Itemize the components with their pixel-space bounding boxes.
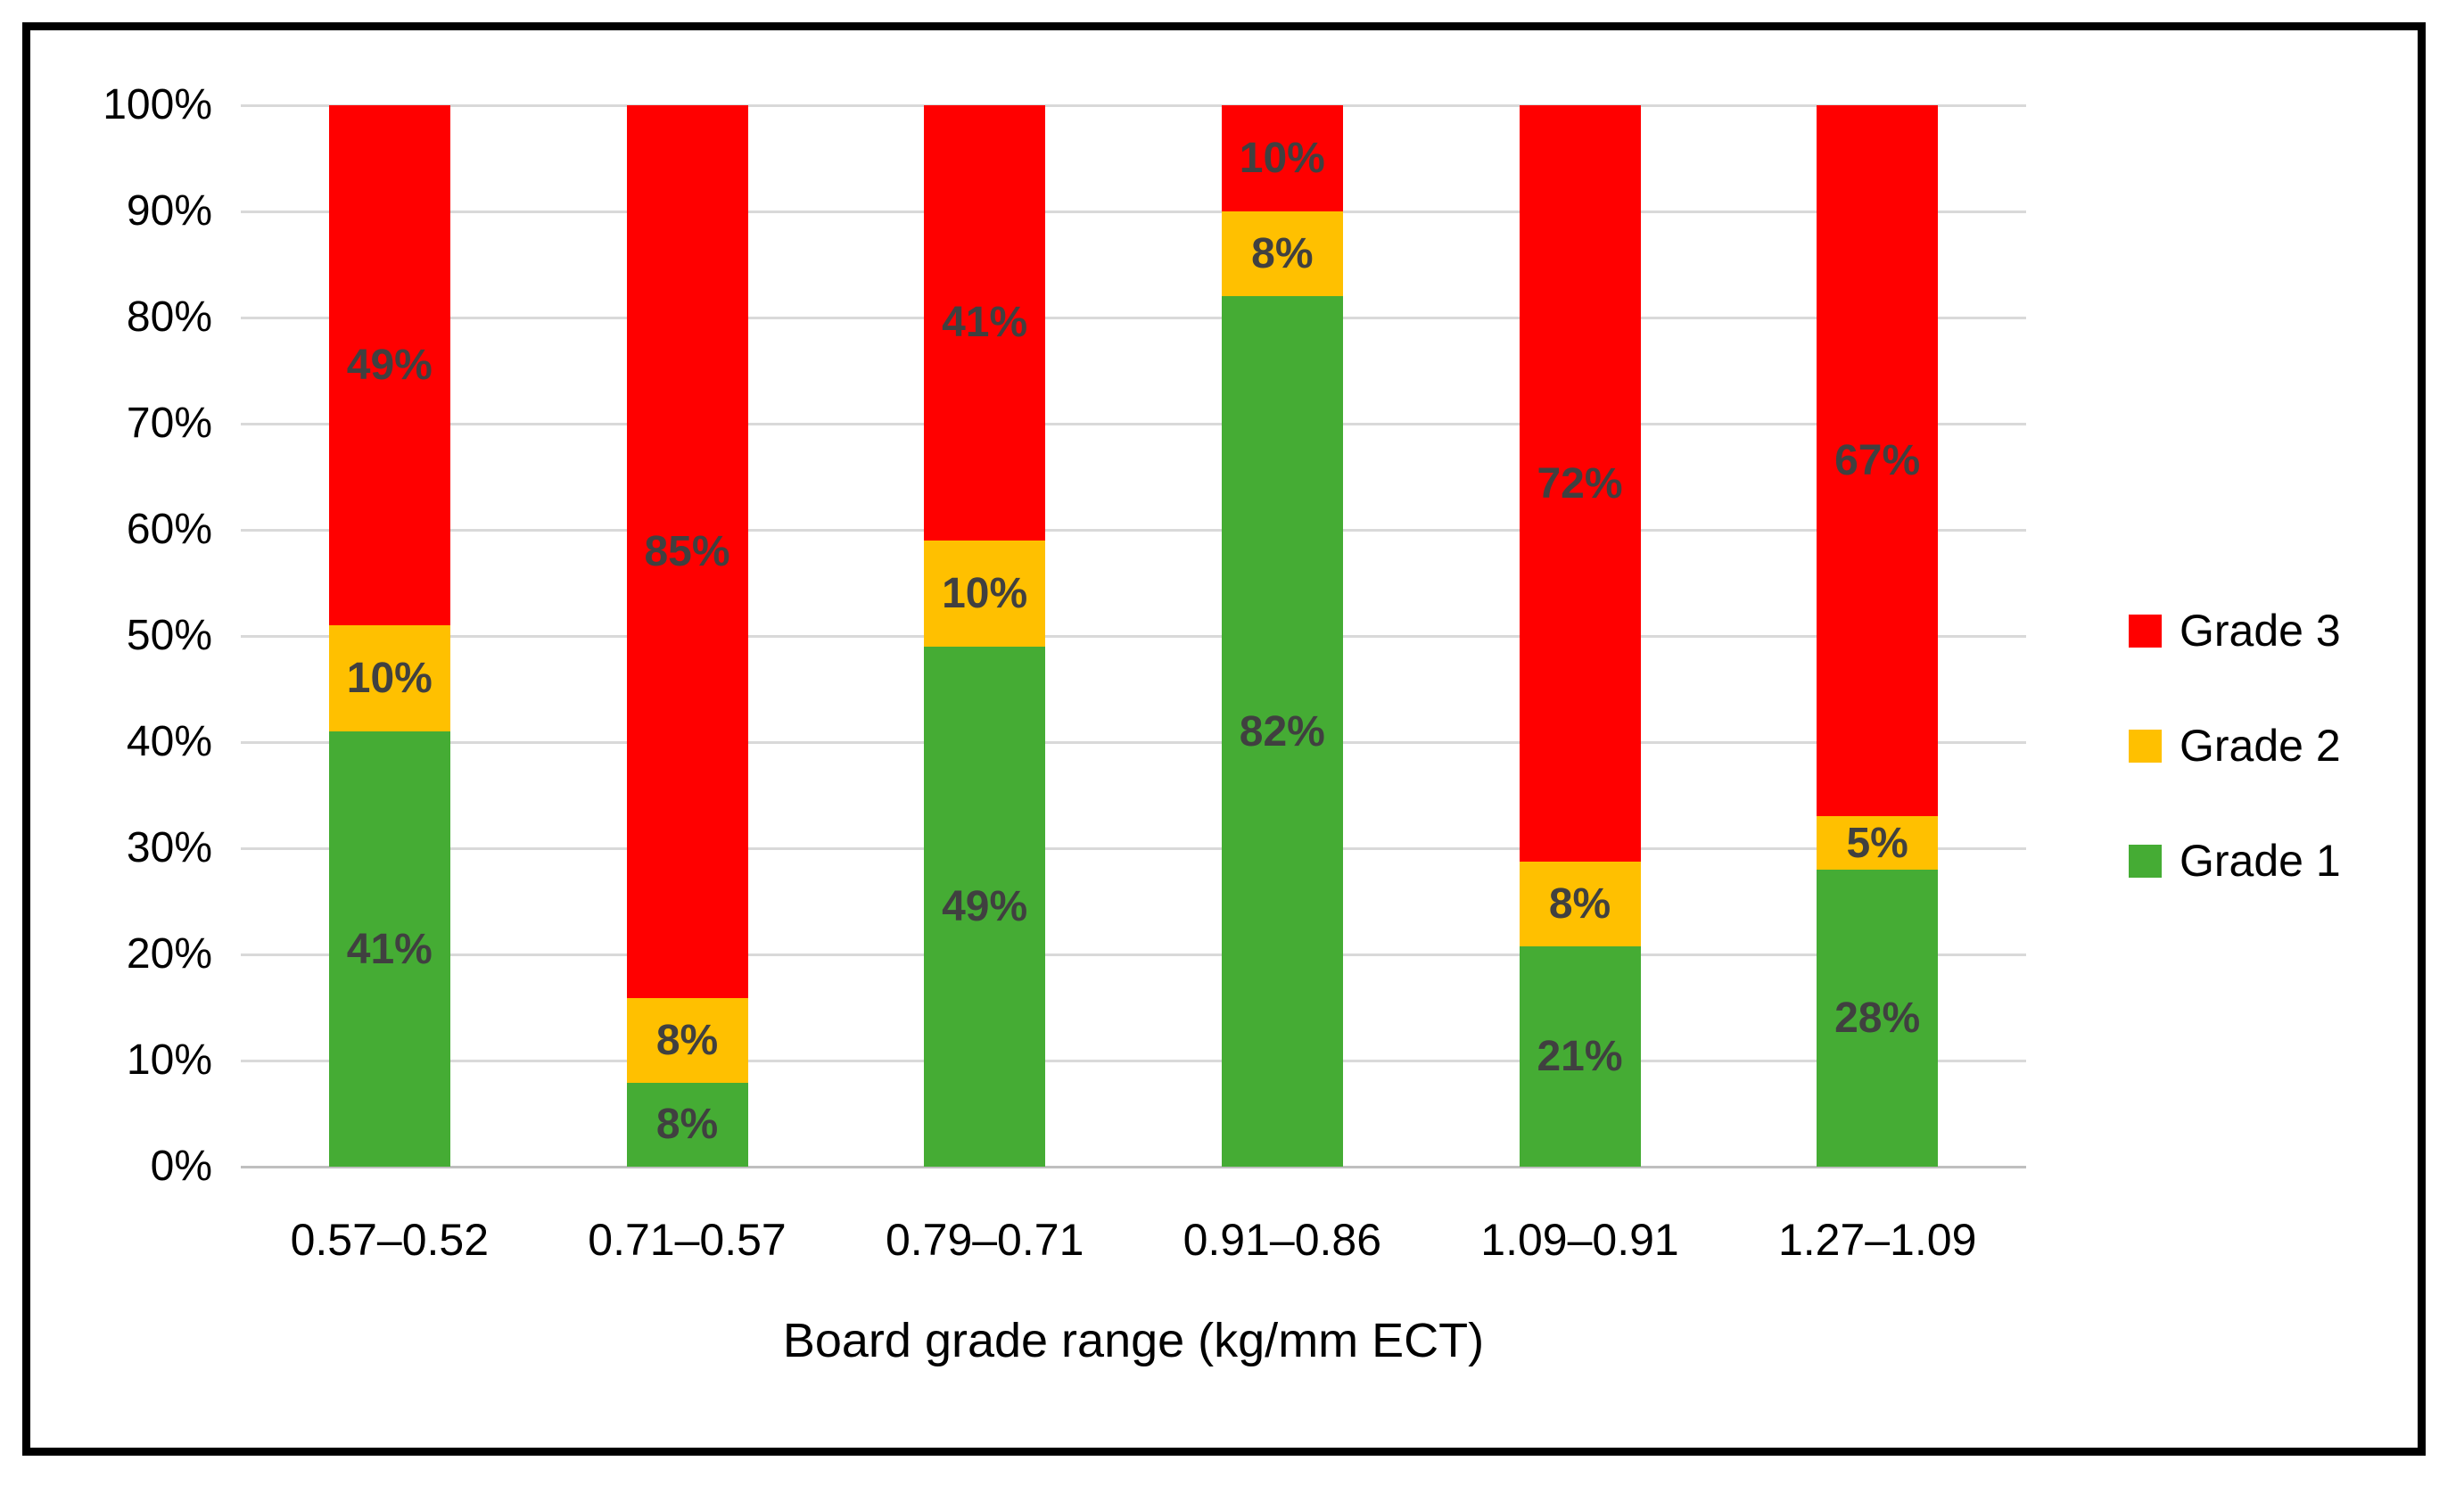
- bar-segment-grade-1: 8%: [626, 1082, 748, 1167]
- legend-item-grade-1: Grade 1: [2129, 836, 2341, 886]
- bar-1.09–0.91: 72% 8% 21%: [1519, 105, 1641, 1167]
- data-label: 21%: [1537, 1032, 1623, 1080]
- bar-segment-grade-1: 28%: [1817, 869, 1939, 1167]
- data-label: 49%: [942, 882, 1028, 930]
- legend: Grade 3 Grade 2 Grade 1: [2129, 606, 2341, 886]
- data-label: 41%: [942, 299, 1028, 347]
- data-label: 41%: [346, 925, 433, 973]
- bar-0.91–0.86: 10% 8% 82%: [1221, 105, 1343, 1167]
- bar-segment-grade-3: 41%: [924, 105, 1046, 541]
- y-axis-tick-label: 70%: [126, 400, 212, 447]
- data-label: 67%: [1834, 437, 1921, 485]
- bar-1.27–1.09: 67% 5% 28%: [1817, 105, 1939, 1167]
- x-axis-category-label: 0.57–0.52: [290, 1215, 490, 1265]
- bar-segment-grade-1: 49%: [924, 646, 1046, 1167]
- gridline: [241, 740, 2026, 744]
- bar-segment-grade-2: 5%: [1817, 816, 1939, 870]
- y-axis-tick-label: 60%: [126, 506, 212, 553]
- gridline: [241, 528, 2026, 532]
- data-label: 5%: [1846, 819, 1908, 867]
- bar-segment-grade-1: 41%: [328, 731, 450, 1167]
- data-label: 82%: [1239, 707, 1325, 755]
- bar-0.57–0.52: 49% 10% 41%: [328, 105, 450, 1167]
- bar-segment-grade-3: 49%: [328, 105, 450, 626]
- bar-0.79–0.71: 41% 10% 49%: [924, 105, 1046, 1167]
- legend-label: Grade 1: [2180, 836, 2341, 886]
- gridline: [241, 422, 2026, 425]
- bar-segment-grade-1: 21%: [1519, 945, 1641, 1167]
- data-label: 8%: [1548, 879, 1611, 928]
- bar-segment-grade-3: 10%: [1221, 105, 1343, 211]
- data-label: 28%: [1834, 994, 1921, 1042]
- gridline: [241, 634, 2026, 638]
- y-axis-tick-label: 30%: [126, 824, 212, 871]
- bar-segment-grade-2: 8%: [1221, 211, 1343, 297]
- bar-segment-grade-2: 8%: [626, 998, 748, 1083]
- data-label: 72%: [1537, 459, 1623, 508]
- data-label: 8%: [655, 1101, 719, 1149]
- legend-swatch: [2129, 729, 2162, 763]
- legend-swatch: [2129, 614, 2162, 648]
- data-label: 8%: [1251, 230, 1314, 278]
- y-axis-tick-label: 80%: [126, 293, 212, 341]
- x-axis-category-label: 1.27–1.09: [1777, 1215, 1977, 1265]
- legend-item-grade-3: Grade 3: [2129, 606, 2341, 656]
- gridline: [241, 103, 2026, 107]
- legend-swatch: [2129, 844, 2162, 878]
- y-axis-tick-label: 10%: [126, 1036, 212, 1084]
- bar-segment-grade-3: 67%: [1817, 105, 1939, 817]
- y-axis-tick-label: 90%: [126, 187, 212, 235]
- gridline: [241, 1059, 2026, 1062]
- bar-segment-grade-3: 85%: [626, 105, 748, 999]
- x-axis-title: Board grade range (kg/mm ECT): [782, 1314, 1485, 1367]
- y-axis-tick-label: 0%: [150, 1143, 212, 1190]
- data-label: 10%: [346, 655, 433, 703]
- bar-segment-grade-3: 72%: [1519, 105, 1641, 863]
- bar-segment-grade-2: 10%: [924, 540, 1046, 647]
- legend-item-grade-2: Grade 2: [2129, 721, 2341, 771]
- legend-label: Grade 3: [2180, 606, 2341, 656]
- gridline: [241, 953, 2026, 956]
- x-axis-category-label: 0.71–0.57: [588, 1215, 787, 1265]
- data-label: 8%: [655, 1017, 719, 1065]
- bar-segment-grade-2: 8%: [1519, 862, 1641, 946]
- data-label: 10%: [1239, 135, 1325, 182]
- y-axis-tick-label: 50%: [126, 612, 212, 659]
- data-label: 49%: [346, 342, 433, 390]
- data-label: 85%: [644, 528, 730, 576]
- x-axis-category-label: 0.91–0.86: [1183, 1215, 1382, 1265]
- gridline: [241, 210, 2026, 213]
- x-axis-category-label: 0.79–0.71: [885, 1215, 1084, 1265]
- bar-segment-grade-2: 10%: [328, 625, 450, 732]
- x-axis-line: [241, 1165, 2026, 1168]
- y-axis-tick-label: 100%: [103, 81, 212, 128]
- y-axis-tick-label: 40%: [126, 718, 212, 765]
- bar-segment-grade-1: 82%: [1221, 296, 1343, 1167]
- gridline: [241, 846, 2026, 850]
- gridline: [241, 316, 2026, 319]
- data-label: 10%: [942, 569, 1028, 617]
- y-axis-tick-label: 20%: [126, 930, 212, 978]
- legend-label: Grade 2: [2180, 721, 2341, 771]
- x-axis-category-label: 1.09–0.91: [1480, 1215, 1679, 1265]
- bar-0.71–0.57: 85% 8% 8%: [626, 105, 748, 1167]
